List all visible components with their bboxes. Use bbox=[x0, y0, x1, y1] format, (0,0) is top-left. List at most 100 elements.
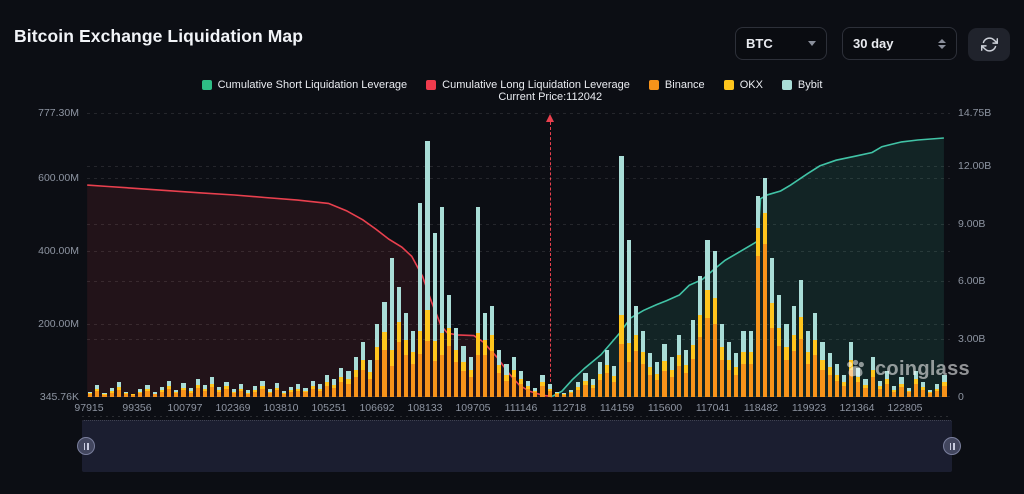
x-axis-line bbox=[87, 396, 950, 397]
bar-segment-okx bbox=[648, 367, 653, 376]
bar-segment-okx bbox=[475, 332, 480, 356]
bar-segment-binance bbox=[626, 362, 631, 397]
liquidation-bar bbox=[238, 384, 243, 397]
legend-label: Cumulative Short Liquidation Leverage bbox=[217, 79, 408, 91]
liquidation-bar bbox=[691, 320, 696, 397]
navigator-right-handle[interactable] bbox=[943, 437, 961, 455]
y-axis-right-label: 9.00B bbox=[958, 217, 986, 230]
bar-segment-bybit bbox=[482, 312, 488, 341]
refresh-icon bbox=[980, 37, 998, 52]
chart-plot-area[interactable] bbox=[87, 113, 950, 398]
bar-segment-okx bbox=[396, 322, 401, 343]
legend-item[interactable]: Bybit bbox=[781, 79, 822, 91]
bar-segment-okx bbox=[798, 317, 803, 339]
bar-segment-bybit bbox=[691, 320, 696, 345]
gridline bbox=[87, 165, 950, 167]
bar-segment-okx bbox=[202, 388, 208, 392]
navigator-left-handle[interactable] bbox=[77, 437, 95, 455]
bar-segment-bybit bbox=[676, 334, 681, 355]
bar-segment-okx bbox=[935, 388, 940, 391]
bar-segment-okx bbox=[576, 387, 581, 390]
bar-segment-okx bbox=[504, 374, 509, 381]
x-axis-label: 99356 bbox=[122, 402, 152, 414]
range-select[interactable]: 30 day bbox=[842, 27, 957, 60]
bar-segment-okx bbox=[375, 347, 380, 361]
x-axis-label: 108133 bbox=[407, 402, 443, 414]
y-axis-right-label: 12.00B bbox=[958, 159, 992, 172]
legend-item[interactable]: OKX bbox=[723, 79, 763, 91]
bar-segment-okx bbox=[762, 212, 768, 244]
bar-segment-binance bbox=[389, 366, 394, 397]
bar-segment-okx bbox=[849, 359, 854, 370]
liquidation-bar bbox=[612, 365, 617, 397]
gridline bbox=[87, 113, 950, 114]
liquidation-bar bbox=[253, 386, 258, 397]
refresh-button[interactable] bbox=[968, 28, 1010, 61]
bar-segment-okx bbox=[727, 359, 732, 370]
coin-select[interactable]: BTC bbox=[735, 27, 827, 60]
chevron-down-icon bbox=[808, 41, 816, 46]
bar-segment-bybit bbox=[841, 375, 847, 383]
bar-segment-okx bbox=[159, 390, 164, 393]
bar-segment-binance bbox=[181, 390, 186, 397]
liquidation-bar bbox=[841, 375, 847, 397]
bar-segment-bybit bbox=[748, 331, 753, 353]
range-navigator[interactable] bbox=[82, 420, 952, 472]
bar-segment-okx bbox=[590, 384, 595, 388]
bar-segment-okx bbox=[274, 387, 279, 391]
liquidation-bar bbox=[116, 382, 121, 397]
x-axis-label: 100797 bbox=[167, 402, 203, 414]
bar-segment-bybit bbox=[849, 342, 854, 360]
liquidation-bar bbox=[942, 375, 947, 397]
bar-segment-binance bbox=[748, 364, 753, 397]
liquidation-bar bbox=[626, 239, 631, 397]
bar-segment-binance bbox=[827, 375, 832, 397]
bar-segment-binance bbox=[339, 382, 344, 397]
liquidation-bar bbox=[224, 381, 229, 397]
bar-segment-bybit bbox=[360, 342, 366, 360]
bar-segment-binance bbox=[310, 388, 315, 397]
bar-segment-bybit bbox=[389, 258, 394, 350]
bar-segment-bybit bbox=[339, 367, 344, 378]
bar-segment-binance bbox=[490, 351, 495, 397]
liquidation-bar bbox=[260, 380, 265, 397]
legend-item[interactable]: Cumulative Long Liquidation Leverage bbox=[426, 79, 630, 91]
bar-segment-okx bbox=[734, 367, 739, 376]
bar-segment-bybit bbox=[418, 203, 423, 331]
legend-item[interactable]: Binance bbox=[648, 79, 705, 91]
liquidation-bar bbox=[849, 342, 854, 397]
legend-item[interactable]: Cumulative Short Liquidation Leverage bbox=[201, 79, 408, 91]
bar-segment-okx bbox=[784, 347, 789, 361]
bar-segment-okx bbox=[339, 377, 344, 383]
bar-segment-binance bbox=[870, 376, 875, 397]
bar-segment-binance bbox=[296, 390, 301, 397]
bar-segment-binance bbox=[152, 394, 157, 397]
liquidation-bar bbox=[432, 232, 437, 397]
bar-segment-binance bbox=[583, 385, 588, 397]
liquidation-bar bbox=[540, 375, 545, 397]
bar-segment-bybit bbox=[210, 376, 215, 384]
bar-segment-bybit bbox=[705, 239, 710, 291]
bar-segment-okx bbox=[296, 388, 301, 391]
liquidation-bar bbox=[906, 387, 911, 397]
current-price-label: Current Price:112042 bbox=[498, 91, 603, 103]
liquidation-bar bbox=[281, 391, 287, 397]
liquidation-bar bbox=[324, 375, 330, 397]
bar-segment-binance bbox=[375, 360, 380, 397]
y-axis-left-label: 200.00M bbox=[38, 317, 79, 330]
bar-segment-bybit bbox=[411, 331, 416, 353]
x-axis-label: 121364 bbox=[839, 402, 875, 414]
x-axis-label: 105251 bbox=[311, 402, 347, 414]
bar-segment-binance bbox=[590, 387, 595, 397]
liquidation-bar bbox=[791, 305, 796, 397]
liquidation-bar bbox=[490, 305, 495, 397]
x-axis-label: 114159 bbox=[599, 402, 635, 414]
bar-segment-bybit bbox=[561, 393, 567, 395]
liquidation-bar bbox=[748, 331, 753, 397]
liquidation-bar bbox=[267, 388, 272, 397]
bar-segment-binance bbox=[648, 375, 653, 397]
chart-legend: Cumulative Short Liquidation Leverage Cum… bbox=[0, 79, 1024, 91]
bar-segment-okx bbox=[683, 364, 689, 374]
liquidation-bar bbox=[360, 342, 366, 397]
x-axis-label: 109705 bbox=[455, 402, 491, 414]
